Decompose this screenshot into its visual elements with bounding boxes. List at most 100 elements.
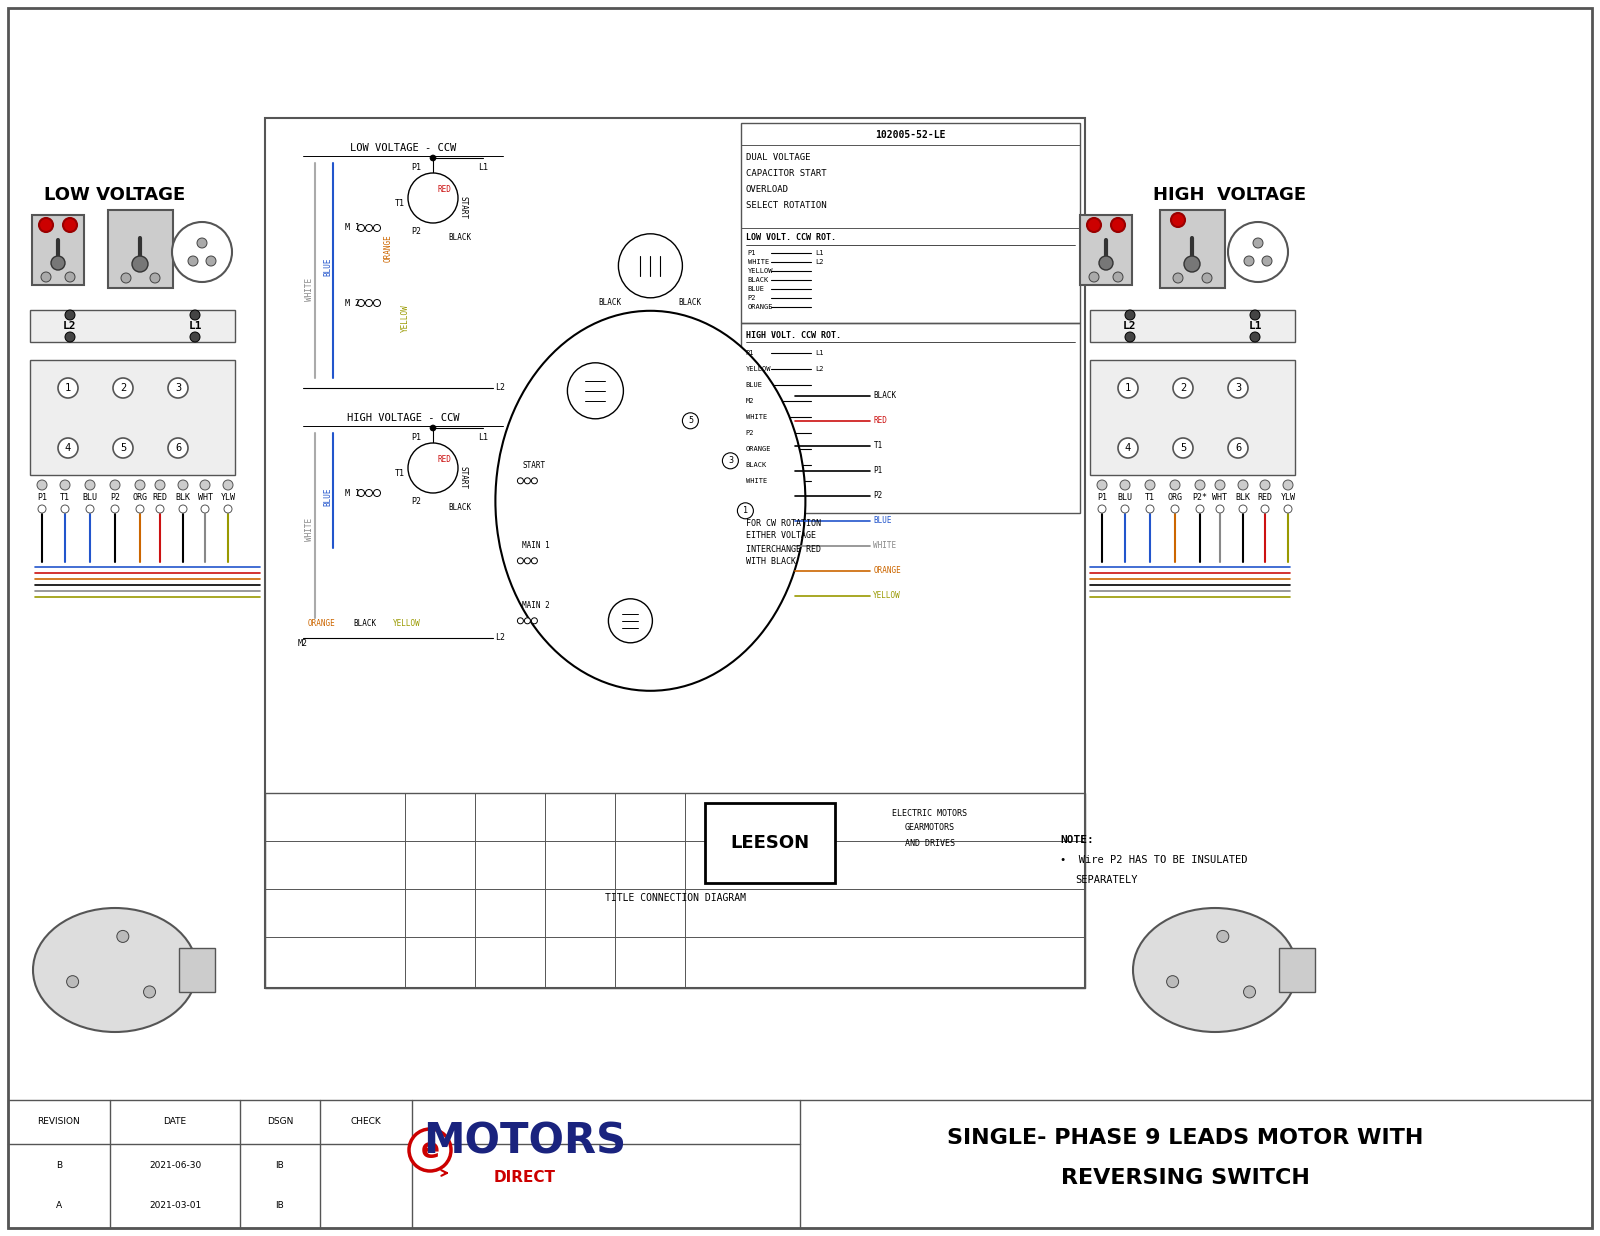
Text: EITHER VOLTAGE: EITHER VOLTAGE (746, 531, 816, 540)
Circle shape (110, 506, 118, 513)
Circle shape (1253, 239, 1262, 248)
Text: WHITE: WHITE (746, 414, 766, 420)
Text: L1: L1 (816, 350, 824, 356)
Text: LOW VOLTAGE: LOW VOLTAGE (45, 185, 186, 204)
Circle shape (114, 438, 133, 459)
Circle shape (144, 986, 155, 997)
Text: P1: P1 (746, 350, 754, 356)
Text: L2: L2 (494, 634, 506, 643)
Text: HIGH VOLTAGE - CCW: HIGH VOLTAGE - CCW (347, 413, 459, 423)
Text: M 1: M 1 (346, 224, 360, 232)
Text: BLUE: BLUE (746, 382, 763, 388)
Text: BLACK: BLACK (678, 298, 702, 308)
Circle shape (1229, 222, 1288, 282)
Text: YELLOW: YELLOW (747, 268, 773, 274)
Circle shape (224, 506, 232, 513)
Circle shape (117, 931, 130, 942)
Text: IB: IB (275, 1201, 285, 1210)
Circle shape (131, 256, 147, 272)
Circle shape (1098, 506, 1106, 513)
Text: WHITE: WHITE (306, 278, 315, 302)
Circle shape (430, 154, 435, 161)
Text: YELLOW: YELLOW (746, 366, 771, 372)
Text: P1: P1 (874, 466, 883, 476)
Circle shape (58, 438, 78, 459)
Text: BLUE: BLUE (323, 488, 333, 507)
Text: L2: L2 (816, 260, 824, 265)
Circle shape (189, 256, 198, 266)
Circle shape (1110, 218, 1125, 232)
Circle shape (531, 557, 538, 564)
Circle shape (206, 256, 216, 266)
Circle shape (618, 234, 682, 298)
Text: T1: T1 (395, 468, 405, 477)
Text: 2021-06-30: 2021-06-30 (149, 1162, 202, 1170)
Text: M 2: M 2 (346, 299, 360, 308)
Circle shape (1173, 273, 1182, 283)
Text: 3: 3 (174, 383, 181, 393)
Circle shape (42, 272, 51, 282)
Ellipse shape (496, 310, 805, 691)
Text: NOTE:: NOTE: (1059, 836, 1094, 845)
Bar (1090, 310, 1294, 342)
Text: L2: L2 (494, 383, 506, 393)
Text: T1: T1 (61, 492, 70, 502)
Text: WHITE: WHITE (747, 260, 770, 265)
Circle shape (122, 273, 131, 283)
Text: START: START (459, 197, 467, 220)
Circle shape (517, 478, 523, 483)
Circle shape (61, 506, 69, 513)
Circle shape (1171, 506, 1179, 513)
Text: WHITE: WHITE (306, 518, 315, 541)
Text: 3: 3 (728, 456, 733, 465)
Circle shape (1262, 256, 1272, 266)
Circle shape (1238, 506, 1246, 513)
Text: 2021-03-01: 2021-03-01 (149, 1201, 202, 1210)
Text: START: START (522, 461, 546, 471)
Circle shape (61, 480, 70, 489)
Text: CHECK: CHECK (350, 1117, 381, 1126)
Text: OVERLOAD: OVERLOAD (746, 185, 789, 194)
Bar (266, 117, 1085, 988)
Circle shape (1146, 506, 1154, 513)
Circle shape (531, 478, 538, 483)
Bar (266, 794, 1085, 988)
Circle shape (190, 310, 200, 320)
Text: REVISION: REVISION (38, 1117, 80, 1126)
Circle shape (365, 489, 373, 497)
Circle shape (1197, 506, 1205, 513)
Bar (30, 310, 235, 342)
Text: P2: P2 (747, 295, 757, 302)
Circle shape (1166, 975, 1179, 988)
Circle shape (517, 557, 523, 564)
Circle shape (373, 225, 381, 231)
Text: GEARMOTORS: GEARMOTORS (906, 823, 955, 833)
Circle shape (373, 489, 381, 497)
Circle shape (85, 480, 94, 489)
Circle shape (1120, 480, 1130, 489)
Circle shape (525, 618, 531, 624)
Circle shape (365, 225, 373, 231)
Text: BLU: BLU (1117, 492, 1133, 502)
Circle shape (682, 413, 699, 429)
Text: YLW: YLW (1280, 492, 1296, 502)
Circle shape (568, 363, 624, 419)
Text: YELLOW: YELLOW (394, 618, 421, 628)
Text: LOW VOLTAGE - CCW: LOW VOLTAGE - CCW (350, 143, 456, 153)
Circle shape (136, 506, 144, 513)
Text: BLUE: BLUE (874, 517, 891, 525)
Text: SEPARATELY: SEPARATELY (1075, 875, 1138, 885)
Text: ORANGE: ORANGE (384, 234, 392, 262)
Text: L1: L1 (1248, 321, 1262, 331)
Text: BLACK: BLACK (747, 277, 770, 283)
Text: INTERCHANGE RED: INTERCHANGE RED (746, 545, 821, 554)
Text: 5: 5 (1179, 442, 1186, 454)
Text: 2: 2 (120, 383, 126, 393)
Circle shape (1171, 213, 1186, 227)
Circle shape (430, 425, 435, 431)
Text: BLACK: BLACK (598, 298, 622, 308)
Circle shape (408, 442, 458, 493)
Text: RED: RED (438, 185, 451, 194)
Text: RED: RED (874, 417, 888, 425)
Circle shape (1114, 272, 1123, 282)
